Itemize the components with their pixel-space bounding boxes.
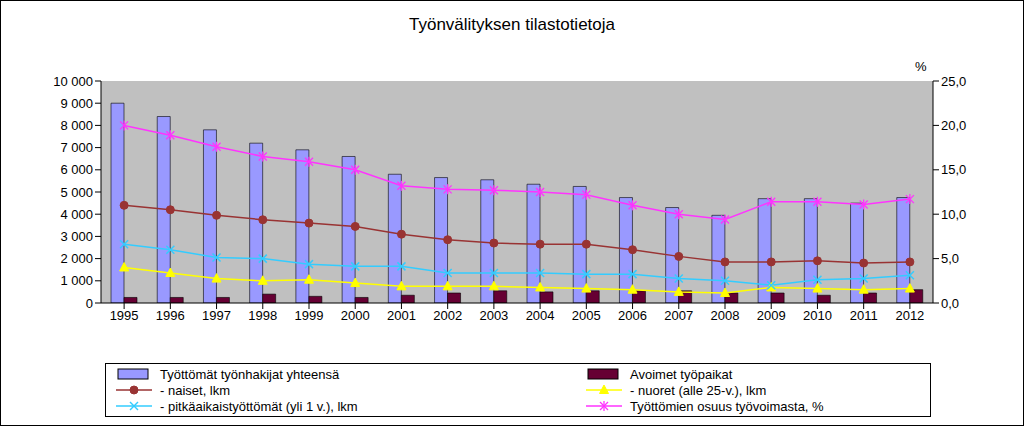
svg-text:7 000: 7 000 [60, 140, 93, 155]
svg-text:1996: 1996 [156, 308, 185, 323]
svg-text:1997: 1997 [202, 308, 231, 323]
html-text:- nuoret (alle 25-v.), lkm: - nuoret (alle 25-v.), lkm [630, 382, 767, 398]
svg-text:4 000: 4 000 [60, 207, 93, 222]
svg-text:10,0: 10,0 [941, 207, 966, 222]
svg-text:2003: 2003 [479, 308, 508, 323]
svg-text:20,0: 20,0 [941, 118, 966, 133]
svg-text:25,0: 25,0 [941, 74, 966, 89]
svg-text:2008: 2008 [711, 308, 740, 323]
svg-text:2004: 2004 [526, 308, 555, 323]
html-text:Työttömien osuus työvoimasta,: Työttömien osuus työvoimasta, % [630, 398, 824, 414]
svg-text:9 000: 9 000 [60, 96, 93, 111]
html-text:Avoimet työpaikat: Avoimet työpaikat [630, 366, 733, 382]
html-text:- naiset, lkm: - naiset, lkm [160, 382, 231, 398]
svg-text:1995: 1995 [110, 308, 139, 323]
svg-text:1998: 1998 [248, 308, 277, 323]
svg-text:0,0: 0,0 [941, 296, 959, 311]
svg-text:2006: 2006 [618, 308, 647, 323]
svg-text:2000: 2000 [341, 308, 370, 323]
svg-text:2002: 2002 [433, 308, 462, 323]
svg-text:5,0: 5,0 [941, 251, 959, 266]
svg-text:2012: 2012 [895, 308, 924, 323]
svg-text:2005: 2005 [572, 308, 601, 323]
svg-text:0: 0 [86, 296, 93, 311]
svg-text:2 000: 2 000 [60, 251, 93, 266]
svg-text:2009: 2009 [757, 308, 786, 323]
svg-text:8 000: 8 000 [60, 118, 93, 133]
svg-text:6 000: 6 000 [60, 162, 93, 177]
svg-text:1999: 1999 [295, 308, 324, 323]
svg-text:2011: 2011 [850, 308, 878, 323]
svg-text:3 000: 3 000 [60, 229, 93, 244]
svg-text:15,0: 15,0 [941, 162, 966, 177]
svg-text:2010: 2010 [803, 308, 832, 323]
svg-text:1 000: 1 000 [60, 273, 93, 288]
svg-text:2001: 2001 [387, 308, 416, 323]
html-text:Työnvälityksen tilastotietoja: Työnvälityksen tilastotietoja [409, 15, 615, 34]
html-text:Työttömät työnhakijat yhteensä: Työttömät työnhakijat yhteensä [160, 366, 340, 382]
svg-text:2007: 2007 [664, 308, 693, 323]
svg-text:10 000: 10 000 [53, 74, 93, 89]
html-text:- pitkäaikaistyöttömät (yli 1: - pitkäaikaistyöttömät (yli 1 v.), lkm [160, 398, 358, 414]
svg-text:5 000: 5 000 [60, 185, 93, 200]
